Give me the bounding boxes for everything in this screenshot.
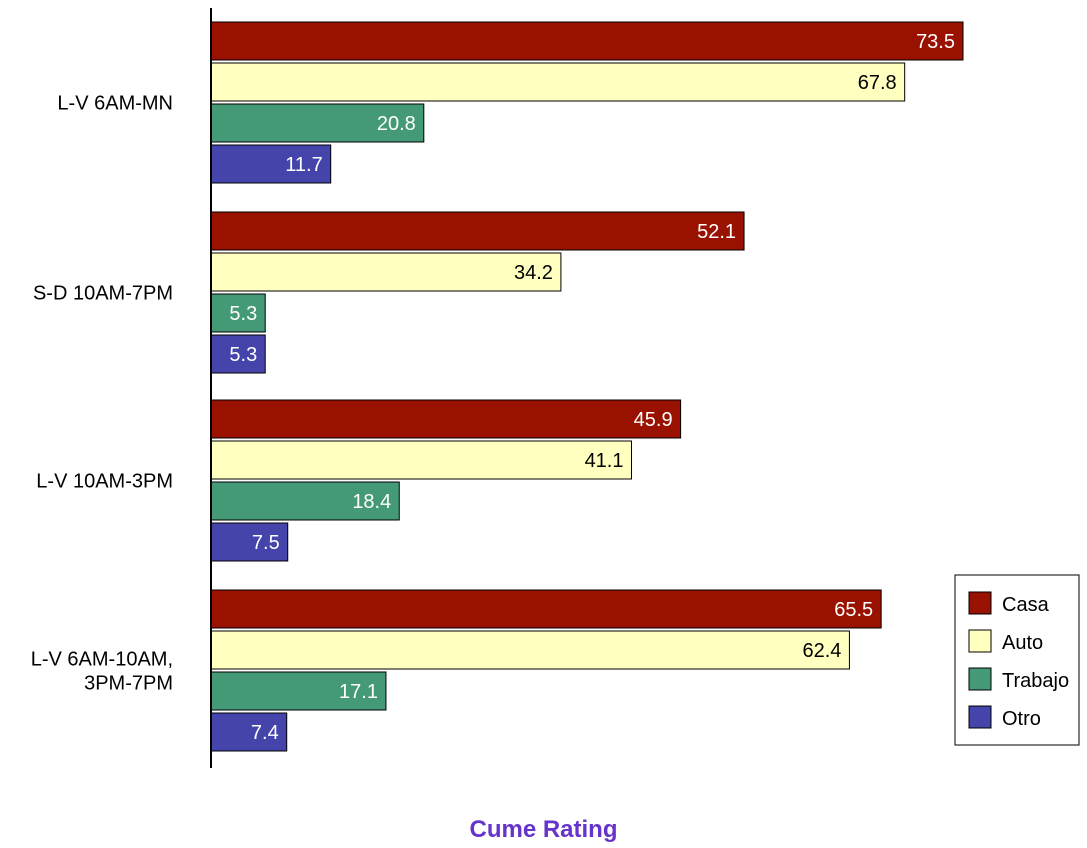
data-label: 67.8 xyxy=(858,72,897,94)
data-label: 20.8 xyxy=(377,113,416,135)
bar-casa xyxy=(210,21,964,61)
x-axis-label: Cume Rating xyxy=(469,816,618,843)
bar-otro xyxy=(210,522,289,562)
data-label: 45.9 xyxy=(634,409,673,431)
bar-auto xyxy=(210,630,850,670)
data-label: 11.7 xyxy=(285,154,322,176)
category-label: L-V 6AM-MN xyxy=(57,93,173,115)
bar-trabajo xyxy=(210,103,425,143)
bar-trabajo xyxy=(210,671,387,711)
data-label: 65.5 xyxy=(834,599,873,621)
bar-trabajo xyxy=(210,293,266,333)
legend-swatch-auto xyxy=(968,629,992,653)
bar-auto xyxy=(210,252,562,292)
bar-auto xyxy=(210,62,906,102)
category-label: L-V 10AM-3PM xyxy=(36,471,173,493)
bar-casa xyxy=(210,399,682,439)
legend-label-trabajo: Trabajo xyxy=(1002,670,1069,692)
legend-label-otro: Otro xyxy=(1002,708,1041,730)
legend-swatch-otro xyxy=(968,705,992,729)
bar-casa xyxy=(210,211,745,251)
data-label: 34.2 xyxy=(514,262,553,284)
data-label: 52.1 xyxy=(697,221,736,243)
category-label: L-V 6AM-10AM, 3PM-7PM xyxy=(31,649,173,695)
data-label: 5.3 xyxy=(229,303,257,325)
data-label: 5.3 xyxy=(229,344,257,366)
bar-chart: L-V 6AM-MN S-D 10AM-7PM L-V 10AM-3PM L-V 6A… xyxy=(31,8,1080,768)
data-label: 18.4 xyxy=(352,491,391,513)
legend-label-casa: Casa xyxy=(1002,594,1050,616)
bar-casa xyxy=(210,589,882,629)
legend-label-auto: Auto xyxy=(1002,632,1043,654)
data-label: 62.4 xyxy=(802,640,841,662)
bar-otro xyxy=(210,144,332,184)
bar-auto xyxy=(210,440,633,480)
data-label: 7.5 xyxy=(252,532,280,554)
data-label: 41.1 xyxy=(585,450,624,472)
bar-trabajo xyxy=(210,481,400,521)
data-label: 17.1 xyxy=(339,681,378,703)
data-label: 73.5 xyxy=(916,31,955,53)
data-label: 7.4 xyxy=(251,722,279,744)
legend-swatch-trabajo xyxy=(968,667,992,691)
legend-swatch-casa xyxy=(968,591,992,615)
category-label: S-D 10AM-7PM xyxy=(33,283,173,305)
